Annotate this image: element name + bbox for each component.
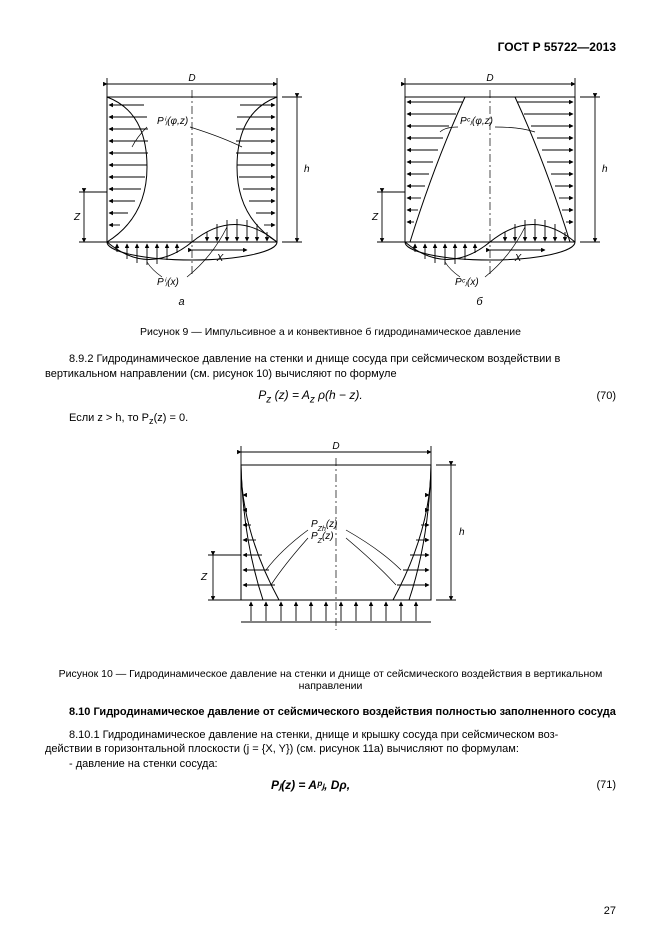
para-892-l1: 8.9.2 Гидродинамическое давление на стен…: [69, 353, 560, 365]
dim-h: h: [459, 527, 465, 538]
label-pbot: Pᶜⱼ(x): [455, 277, 479, 288]
label-PZ: PZ(z): [311, 531, 334, 545]
p8101-l2: действии в горизонтальной плоскости (j =…: [45, 743, 519, 755]
equation-71: Pⱼ(z) = Aᵖⱼ, Dρ, (71): [45, 778, 616, 792]
para-893: Если z > h, то Pz(z) = 0.: [45, 411, 616, 428]
dim-Z: Z: [371, 212, 379, 223]
caption-fig10: Рисунок 10 — Гидродинамическое давление …: [45, 668, 616, 692]
dim-X: X: [215, 253, 223, 264]
dim-D: D: [188, 73, 195, 84]
sublabel-b: б: [343, 296, 616, 308]
eq71-num: (71): [576, 779, 616, 791]
dim-X: X: [513, 253, 521, 264]
para-892-l2: вертикальном направлении (см. рисунок 10…: [45, 368, 397, 380]
dim-h: h: [602, 164, 608, 175]
para-8101: 8.10.1 Гидродинамическое давление на сте…: [45, 728, 616, 773]
p8101-l1: 8.10.1 Гидродинамическое давление на сте…: [69, 729, 558, 741]
label-ptop: Pⁱⱼ(φ,z): [157, 116, 188, 127]
figure-10: D h Z: [45, 440, 616, 650]
figure-9-row: D h Z: [45, 72, 616, 308]
eq70-num: (70): [576, 390, 616, 402]
section-8-10: 8.10 Гидродинамическое давление от сейсм…: [69, 706, 616, 718]
equation-70: Pz (z) = Az ρ(h − z). (70): [45, 388, 616, 405]
dim-Z: Z: [200, 572, 208, 583]
sublabel-a: а: [45, 296, 318, 308]
figure-9a: D h Z: [45, 72, 318, 308]
eq71-text: Pⱼ(z) = Aᵖⱼ, Dρ,: [271, 778, 350, 792]
figure-9b: D h Z: [343, 72, 616, 308]
doc-header: ГОСТ Р 55722—2013: [45, 40, 616, 54]
para-892: 8.9.2 Гидродинамическое давление на стен…: [45, 352, 616, 382]
page-number: 27: [604, 905, 616, 917]
caption-fig9: Рисунок 9 — Импульсивное а и конвективно…: [45, 326, 616, 338]
label-ptop: Pᶜⱼ(φ,z): [460, 116, 493, 127]
dim-h: h: [304, 164, 310, 175]
p8101-l3: - давление на стенки сосуда:: [69, 758, 218, 770]
dim-D: D: [332, 441, 339, 452]
dim-Z: Z: [73, 212, 81, 223]
label-pbot: Pⁱⱼ(x): [157, 277, 179, 288]
dim-D: D: [486, 73, 493, 84]
